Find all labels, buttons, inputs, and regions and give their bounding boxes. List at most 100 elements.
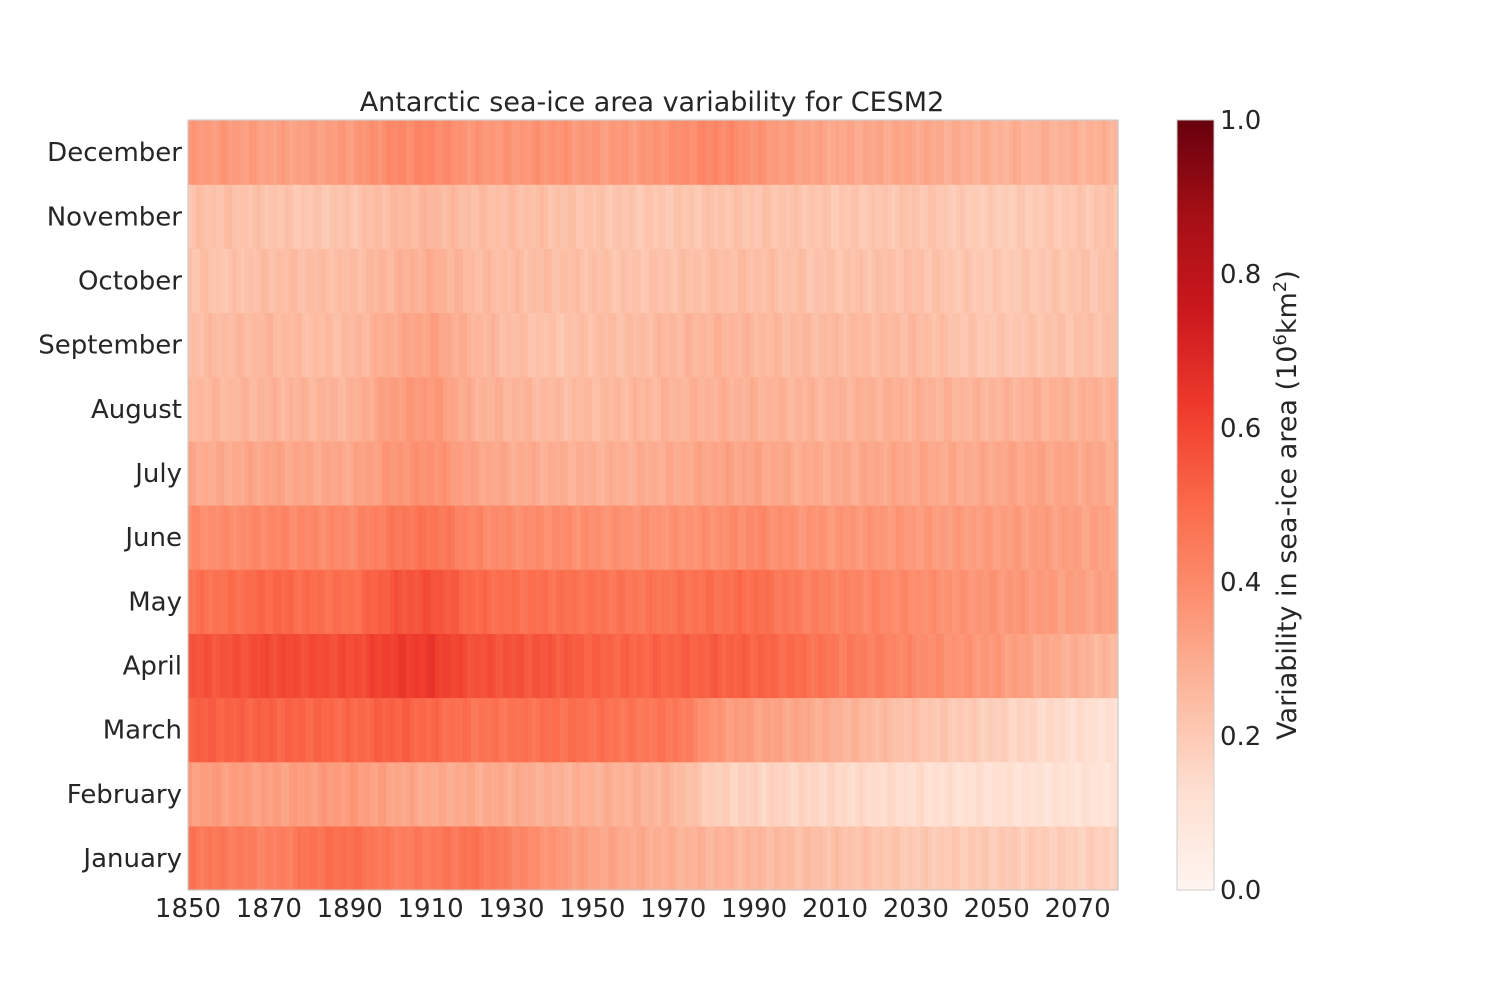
heatmap-cell — [620, 505, 626, 570]
heatmap-cell — [507, 761, 513, 827]
heatmap-cell — [192, 184, 197, 249]
heatmap-cell — [717, 184, 723, 249]
heatmap-cell — [814, 440, 820, 506]
heatmap-cell — [697, 761, 703, 827]
heatmap-cell — [454, 825, 460, 891]
heatmap-cell — [204, 633, 209, 699]
heatmap-cell — [895, 697, 901, 763]
heatmap-cell — [940, 248, 945, 314]
heatmap-cell — [503, 569, 509, 634]
heatmap-cell — [1025, 248, 1030, 314]
heatmap-cell — [770, 376, 775, 442]
heatmap-cell — [750, 825, 755, 891]
heatmap-cell — [406, 376, 411, 442]
heatmap-cell — [717, 633, 723, 699]
heatmap-cell — [1069, 569, 1075, 634]
heatmap-cell — [976, 569, 982, 634]
heatmap-cell — [689, 505, 695, 570]
heatmap-cell — [927, 633, 933, 699]
heatmap-cell — [204, 697, 209, 763]
heatmap-cell — [944, 312, 949, 378]
heatmap-cell — [944, 440, 949, 506]
heatmap-cell — [798, 184, 804, 249]
heatmap-cell — [264, 312, 270, 378]
heatmap-cell — [196, 761, 201, 827]
heatmap-cell — [701, 825, 707, 891]
heatmap-cell — [394, 376, 399, 442]
heatmap-cell — [661, 184, 666, 249]
heatmap-cell — [1069, 248, 1075, 314]
heatmap-cell — [665, 825, 670, 891]
heatmap-cell — [507, 120, 513, 185]
heatmap-cell — [568, 440, 573, 506]
heatmap-cell — [414, 761, 420, 827]
heatmap-cell — [527, 312, 533, 378]
heatmap-cell — [386, 440, 391, 506]
heatmap-cell — [236, 376, 242, 442]
heatmap-cell — [519, 569, 525, 634]
heatmap-cell — [584, 825, 589, 891]
heatmap-cell — [208, 248, 213, 314]
heatmap-cell — [834, 761, 840, 827]
heatmap-cell — [644, 505, 650, 570]
heatmap-cell — [762, 569, 767, 634]
heatmap-cell — [1008, 312, 1014, 378]
heatmap-cell — [321, 376, 327, 442]
heatmap-cell — [551, 825, 557, 891]
heatmap-cell — [192, 120, 197, 185]
heatmap-cell — [1081, 569, 1087, 634]
heatmap-cell — [632, 569, 638, 634]
heatmap-cell — [834, 376, 840, 442]
heatmap-cell — [624, 505, 630, 570]
heatmap-cell — [402, 120, 407, 185]
heatmap-cell — [1105, 376, 1111, 442]
heatmap-cell — [746, 120, 751, 185]
heatmap-cell — [446, 248, 452, 314]
heatmap-cell — [1089, 120, 1095, 185]
heatmap-cell — [984, 440, 990, 506]
heatmap-cell — [620, 633, 626, 699]
heatmap-cell — [289, 569, 294, 634]
heatmap-cell — [596, 569, 602, 634]
heatmap-cell — [721, 248, 727, 314]
heatmap-cell — [948, 761, 953, 827]
heatmap-cell — [212, 697, 217, 763]
heatmap-cell — [709, 376, 715, 442]
heatmap-cell — [830, 761, 836, 827]
heatmap-cell — [1073, 312, 1079, 378]
heatmap-cell — [568, 120, 573, 185]
heatmap-cell — [369, 312, 375, 378]
heatmap-cell — [1057, 312, 1062, 378]
heatmap-cell — [272, 440, 278, 506]
heatmap-cell — [438, 633, 444, 699]
heatmap-cell — [576, 184, 581, 249]
heatmap-cell — [196, 697, 201, 763]
heatmap-cell — [438, 505, 444, 570]
heatmap-cell — [653, 440, 658, 506]
heatmap-cell — [1093, 376, 1099, 442]
heatmap-cell — [673, 505, 678, 570]
heatmap-cell — [624, 761, 630, 827]
heatmap-cell — [495, 376, 500, 442]
heatmap-cell — [333, 569, 339, 634]
heatmap-cell — [293, 440, 298, 506]
heatmap-cell — [196, 184, 201, 249]
heatmap-cell — [588, 633, 593, 699]
heatmap-cell — [212, 761, 217, 827]
heatmap-cell — [750, 505, 755, 570]
heatmap-cell — [996, 761, 1002, 827]
heatmap-cell — [511, 825, 517, 891]
heatmap-cell — [539, 376, 545, 442]
heatmap-cell — [471, 697, 476, 763]
heatmap-cell — [1097, 505, 1103, 570]
heatmap-cell — [196, 120, 201, 185]
heatmap-cell — [685, 312, 690, 378]
heatmap-cell — [1069, 376, 1075, 442]
heatmap-cell — [434, 248, 440, 314]
heatmap-cell — [863, 633, 868, 699]
heatmap-cell — [697, 440, 703, 506]
heatmap-cell — [612, 633, 618, 699]
heatmap-cell — [256, 376, 262, 442]
heatmap-cell — [899, 697, 905, 763]
heatmap-cell — [915, 440, 921, 506]
